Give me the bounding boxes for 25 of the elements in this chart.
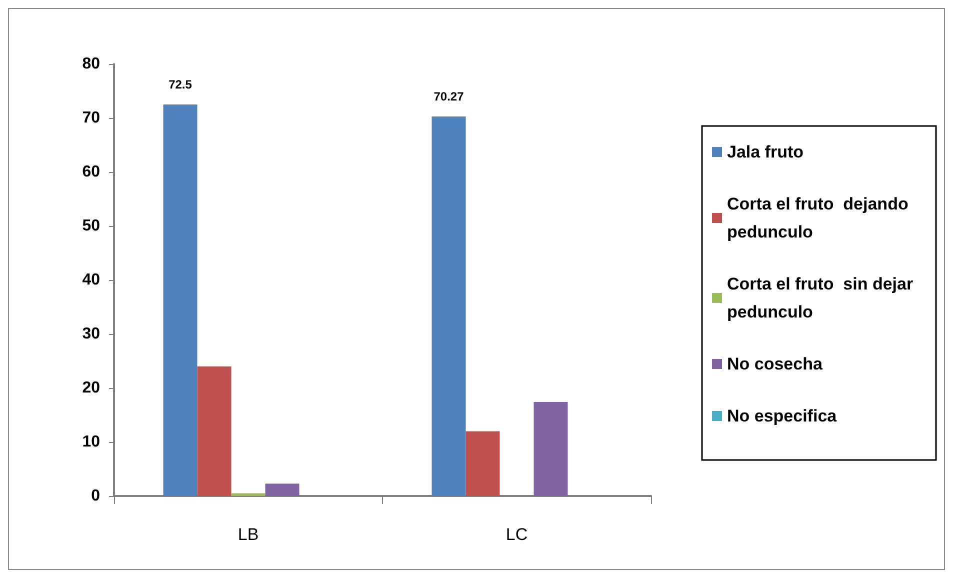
y-tick-label: 10 (82, 434, 100, 450)
y-tick-label: 20 (82, 380, 100, 396)
bar (432, 116, 466, 496)
x-tick-label: LC (506, 525, 528, 544)
y-tick-label: 30 (82, 326, 100, 342)
y-tick-label: 60 (82, 164, 100, 180)
legend-label: Corta el fruto sin dejar pedunculo (727, 274, 918, 322)
y-tick-label: 40 (82, 272, 100, 288)
data-label: 72.5 (168, 78, 192, 92)
bar (265, 484, 300, 496)
y-tick-label: 80 (82, 56, 100, 72)
legend-label: No especifica (727, 406, 838, 426)
bar (466, 431, 500, 496)
x-tick-label: LB (238, 525, 259, 544)
bar (231, 493, 266, 496)
data-label: 70.27 (434, 90, 464, 104)
bar (163, 104, 198, 496)
bar (197, 366, 232, 496)
legend-label: Corta el fruto dejando pedunculo (727, 194, 914, 242)
y-tick-label: 0 (91, 488, 100, 504)
y-tick-label: 70 (82, 110, 100, 126)
bar (534, 402, 568, 496)
legend-label: Jala fruto (727, 142, 804, 162)
y-tick-label: 50 (82, 218, 100, 234)
legend-label: No cosecha (727, 354, 823, 374)
